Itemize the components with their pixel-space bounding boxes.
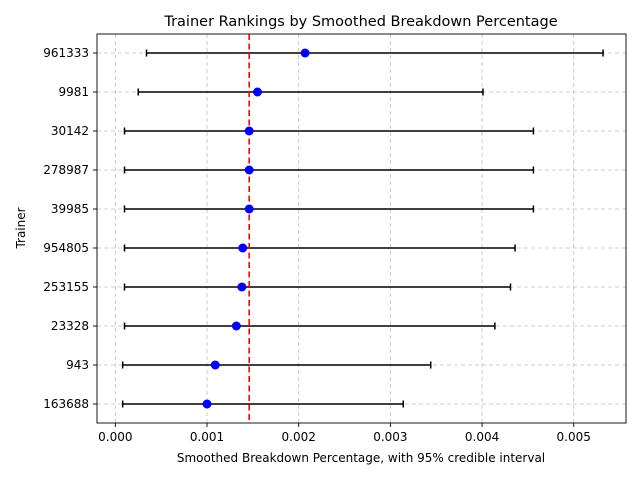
plot-frame [96, 33, 627, 424]
x-tick-label: 0.005 [557, 430, 591, 444]
y-tick-label: 39985 [51, 202, 89, 216]
grid-layer [97, 34, 626, 423]
x-axis-label: Smoothed Breakdown Percentage, with 95% … [177, 451, 545, 465]
point-278987 [244, 165, 254, 175]
y-tick-label: 9981 [58, 85, 89, 99]
axes-layer: 0.000 0.001 0.002 0.003 0.004 0.005 961333 9981… [43, 33, 627, 444]
point-39985 [244, 204, 254, 214]
x-tick-label: 0.000 [98, 430, 132, 444]
y-tick-label: 278987 [43, 163, 89, 177]
x-tick-label: 0.001 [190, 430, 224, 444]
point-954805 [238, 243, 248, 253]
y-tick-label: 961333 [43, 46, 89, 60]
y-axis-label: Trainer [14, 207, 28, 249]
point-30142 [244, 126, 254, 136]
point-943 [210, 360, 220, 370]
marks-layer [121, 34, 604, 423]
y-tick-label: 163688 [43, 397, 89, 411]
point-9981 [252, 87, 262, 97]
y-tick-label: 943 [66, 358, 89, 372]
y-tick-label: 253155 [43, 280, 89, 294]
y-tick-label: 30142 [51, 124, 89, 138]
chart-title: Trainer Rankings by Smoothed Breakdown P… [163, 14, 557, 30]
point-253155 [237, 282, 247, 292]
x-tick-label: 0.004 [465, 430, 499, 444]
y-tick-label: 954805 [43, 241, 89, 255]
x-tick-label: 0.002 [282, 430, 316, 444]
point-23328 [231, 321, 241, 331]
point-961333 [300, 48, 310, 58]
y-tick-label: 23328 [51, 319, 89, 333]
x-tick-label: 0.003 [373, 430, 407, 444]
point-163688 [202, 399, 212, 409]
